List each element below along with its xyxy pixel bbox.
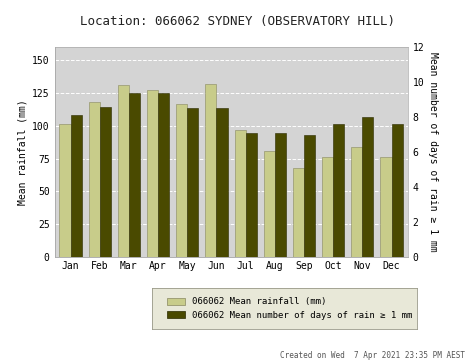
Bar bbox=[333, 124, 344, 257]
Y-axis label: Mean rainfall (mm): Mean rainfall (mm) bbox=[18, 99, 28, 205]
Bar bbox=[392, 124, 403, 257]
Bar bbox=[147, 91, 158, 257]
Bar bbox=[129, 93, 140, 257]
Bar bbox=[363, 117, 374, 257]
Bar bbox=[235, 130, 246, 257]
Bar bbox=[293, 168, 304, 257]
Bar bbox=[246, 133, 257, 257]
Bar bbox=[205, 84, 217, 257]
Bar bbox=[158, 93, 169, 257]
Bar bbox=[89, 102, 100, 257]
Bar bbox=[217, 108, 228, 257]
Bar bbox=[322, 157, 333, 257]
Y-axis label: Mean number of days of rain ≥ 1 mm: Mean number of days of rain ≥ 1 mm bbox=[428, 52, 438, 252]
Legend: 066062 Mean rainfall (mm), 066062 Mean number of days of rain ≥ 1 mm: 066062 Mean rainfall (mm), 066062 Mean n… bbox=[164, 294, 415, 323]
Bar bbox=[176, 104, 187, 257]
Text: Created on Wed  7 Apr 2021 23:35 PM AEST: Created on Wed 7 Apr 2021 23:35 PM AEST bbox=[280, 351, 465, 360]
Bar bbox=[59, 124, 71, 257]
Bar bbox=[118, 85, 129, 257]
Bar bbox=[275, 133, 286, 257]
Bar bbox=[304, 135, 315, 257]
Bar bbox=[351, 147, 363, 257]
Bar bbox=[71, 115, 82, 257]
Bar bbox=[100, 107, 111, 257]
Bar bbox=[187, 108, 199, 257]
Text: Location: 066062 SYDNEY (OBSERVATORY HILL): Location: 066062 SYDNEY (OBSERVATORY HIL… bbox=[80, 15, 394, 28]
Bar bbox=[381, 157, 392, 257]
Bar bbox=[264, 151, 275, 257]
